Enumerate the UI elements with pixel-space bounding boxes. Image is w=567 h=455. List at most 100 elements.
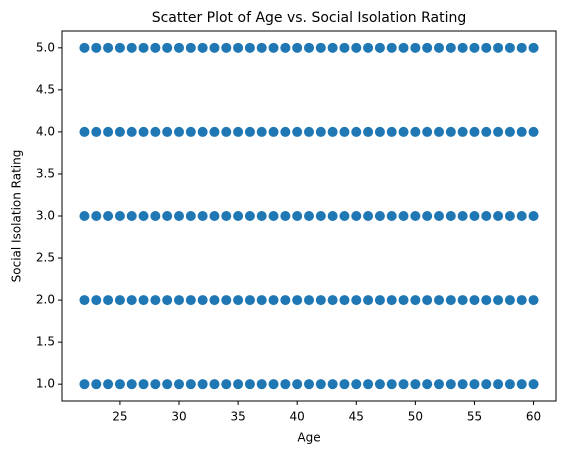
x-tick-label: 35	[230, 410, 245, 424]
point	[103, 211, 114, 221]
point	[304, 126, 314, 137]
point	[138, 42, 149, 53]
point	[493, 379, 504, 390]
point	[351, 42, 362, 53]
point	[91, 295, 102, 306]
point	[268, 126, 279, 137]
point	[162, 126, 173, 137]
x-tick-label: 45	[349, 410, 364, 424]
point	[209, 379, 220, 390]
point	[445, 126, 456, 137]
point	[174, 379, 184, 390]
point	[103, 42, 114, 53]
point	[150, 295, 161, 306]
point	[351, 211, 362, 221]
point	[386, 295, 397, 306]
point	[445, 211, 456, 221]
point	[457, 211, 468, 221]
point	[79, 295, 90, 306]
point	[339, 211, 350, 221]
point	[174, 211, 184, 221]
y-tick-label: 4.5	[36, 82, 55, 96]
point	[114, 295, 125, 306]
point	[91, 379, 102, 390]
point	[292, 211, 303, 221]
point	[280, 211, 291, 221]
point	[457, 42, 468, 53]
point	[351, 295, 362, 306]
point	[114, 42, 125, 53]
point	[233, 126, 244, 137]
point	[351, 379, 362, 390]
point	[315, 42, 326, 53]
point	[174, 126, 184, 137]
point	[481, 295, 492, 306]
point	[185, 42, 196, 53]
point	[197, 295, 208, 306]
point	[481, 126, 492, 137]
point	[374, 126, 385, 137]
point	[185, 295, 196, 306]
point	[197, 126, 208, 137]
point	[327, 126, 338, 137]
point	[209, 42, 220, 53]
point	[528, 379, 539, 390]
point	[422, 379, 433, 390]
point	[292, 379, 303, 390]
point	[528, 211, 539, 221]
point	[244, 295, 255, 306]
point	[126, 211, 137, 221]
point	[150, 126, 161, 137]
point	[103, 379, 114, 390]
point	[363, 211, 374, 221]
point	[221, 42, 232, 53]
point	[304, 295, 314, 306]
point	[268, 211, 279, 221]
point	[516, 379, 527, 390]
point	[315, 379, 326, 390]
point	[233, 379, 244, 390]
y-axis-label: Social Isolation Rating	[10, 150, 24, 283]
point	[268, 295, 279, 306]
point	[434, 211, 444, 221]
point	[209, 295, 220, 306]
point	[504, 379, 515, 390]
point	[126, 295, 137, 306]
x-tick-label: 40	[290, 410, 305, 424]
point	[422, 211, 433, 221]
point	[422, 295, 433, 306]
point	[174, 42, 184, 53]
point	[386, 211, 397, 221]
point	[292, 126, 303, 137]
point	[280, 126, 291, 137]
point	[138, 295, 149, 306]
point	[374, 42, 385, 53]
point	[516, 126, 527, 137]
point	[410, 126, 421, 137]
point	[292, 295, 303, 306]
point	[363, 295, 374, 306]
point	[126, 42, 137, 53]
point	[504, 295, 515, 306]
y-tick-label: 4.0	[36, 124, 55, 138]
point	[304, 379, 314, 390]
point	[185, 379, 196, 390]
point	[516, 42, 527, 53]
point	[114, 379, 125, 390]
point	[398, 126, 409, 137]
point	[445, 295, 456, 306]
point	[351, 126, 362, 137]
point	[244, 379, 255, 390]
point	[304, 211, 314, 221]
point	[233, 42, 244, 53]
point	[410, 42, 421, 53]
x-tick-label: 50	[408, 410, 423, 424]
point	[315, 295, 326, 306]
point	[103, 126, 114, 137]
point	[469, 211, 480, 221]
point	[91, 126, 102, 137]
point	[434, 42, 444, 53]
point	[469, 42, 480, 53]
point	[256, 379, 267, 390]
point	[339, 295, 350, 306]
